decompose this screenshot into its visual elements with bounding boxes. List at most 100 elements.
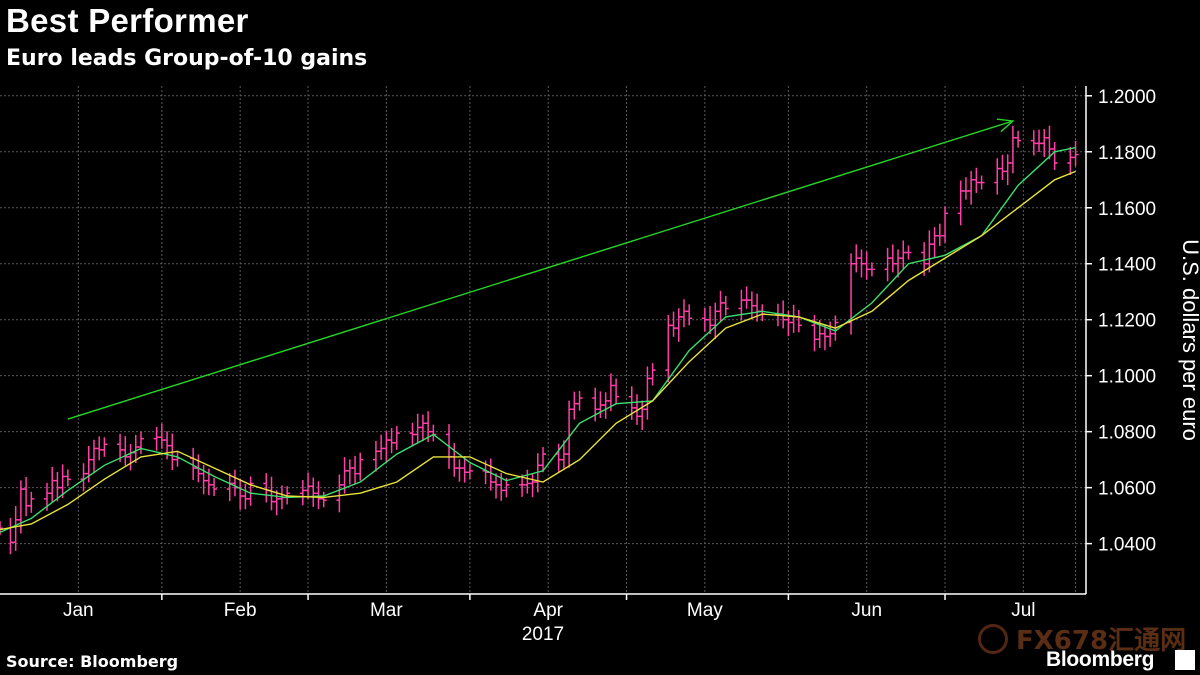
x-year-label: 2017 — [522, 624, 564, 645]
candle — [101, 437, 108, 457]
candle — [978, 175, 985, 190]
candle — [226, 473, 233, 502]
x-tick-label-mar: Mar — [370, 600, 403, 621]
candle — [1072, 140, 1079, 167]
trend-arrow-shaft — [67, 120, 1014, 420]
candle — [717, 290, 724, 322]
y-tick-label: 1.2000 — [1098, 87, 1156, 108]
y-tick-label: 1.0800 — [1098, 423, 1156, 444]
candle — [1009, 125, 1016, 174]
candle — [931, 227, 938, 258]
candle — [352, 456, 359, 485]
candle — [994, 158, 1001, 195]
candle — [12, 506, 19, 551]
y-tick-labels: 1.2000 1.1800 1.1600 1.1400 1.1200 1.1000 1.08… — [1098, 87, 1156, 556]
candle — [957, 180, 964, 226]
candle — [466, 463, 473, 480]
candle — [346, 459, 353, 485]
candle — [905, 245, 912, 260]
candle — [524, 469, 531, 494]
candle — [639, 400, 646, 430]
candle — [644, 366, 651, 420]
candle — [127, 443, 134, 471]
y-tick-label: 1.1800 — [1098, 143, 1156, 164]
candle — [722, 295, 729, 316]
y-axis-label: U.S. dollars per euro — [1178, 239, 1200, 441]
candle — [701, 307, 708, 332]
candle — [299, 480, 306, 506]
x-tick-label-apr: Apr — [533, 600, 563, 621]
candle — [122, 436, 129, 466]
brand-mark-icon — [1175, 650, 1195, 670]
candle — [889, 244, 896, 273]
candle — [670, 311, 677, 337]
candle — [211, 477, 218, 497]
candle — [174, 451, 181, 467]
candle — [96, 436, 103, 461]
candle — [571, 391, 578, 420]
candle — [320, 491, 327, 508]
candle — [540, 447, 546, 473]
candle — [649, 363, 656, 386]
candle — [759, 304, 766, 322]
candle — [315, 481, 322, 510]
candle — [962, 177, 969, 200]
candle — [868, 262, 875, 277]
candle — [795, 309, 802, 333]
candle — [310, 477, 317, 507]
chart-subtitle: Euro leads Group-of-10 gains — [6, 46, 368, 71]
y-tick-label: 1.1200 — [1098, 311, 1156, 332]
candle — [712, 302, 719, 340]
trend-arrow-head — [996, 118, 1015, 133]
candle — [64, 469, 71, 487]
candle — [409, 422, 416, 447]
candle — [821, 325, 828, 351]
candle — [1041, 129, 1048, 158]
candle — [305, 472, 312, 500]
watermark: FX678汇通网 — [978, 620, 1188, 656]
candle — [884, 247, 891, 282]
candle — [80, 463, 87, 492]
candle — [393, 426, 400, 450]
candle — [1030, 130, 1037, 156]
ma-short-line — [0, 146, 1076, 534]
moving-average-lines — [0, 146, 1076, 534]
candle — [576, 391, 583, 411]
candle — [748, 291, 755, 320]
candle — [23, 477, 30, 517]
candle — [936, 223, 943, 247]
y-tick-label: 1.0600 — [1098, 479, 1156, 500]
candle — [602, 392, 609, 419]
candle — [743, 286, 750, 309]
watermark-logo-icon — [978, 624, 1008, 654]
candle — [790, 304, 797, 333]
candle — [430, 424, 437, 442]
candle — [853, 244, 860, 273]
candle — [738, 289, 745, 321]
y-tick-label: 1.1000 — [1098, 367, 1156, 388]
candle — [383, 431, 390, 463]
trend-arrow — [67, 118, 1015, 420]
candle — [28, 491, 35, 513]
brand-logo: Bloomberg — [1046, 648, 1155, 671]
candle — [1015, 130, 1022, 148]
x-tick-label-jul: Jul — [1011, 600, 1035, 621]
chart-title: Best Performer — [6, 2, 249, 39]
candle — [7, 517, 14, 555]
source-note: Source: Bloomberg — [6, 652, 179, 671]
axes — [0, 86, 1092, 600]
candle — [942, 206, 949, 243]
x-tick-label-jun: Jun — [851, 600, 882, 621]
candle-series — [0, 125, 1079, 555]
x-tick-label-may: May — [687, 600, 723, 621]
candle — [231, 469, 238, 497]
ma-long-line — [0, 170, 1076, 531]
candle — [137, 431, 144, 455]
candle — [336, 474, 343, 513]
candle — [0, 521, 3, 536]
candle — [858, 249, 865, 278]
x-tick-label-feb: Feb — [224, 600, 257, 621]
candle — [456, 459, 463, 482]
candle — [613, 378, 620, 404]
